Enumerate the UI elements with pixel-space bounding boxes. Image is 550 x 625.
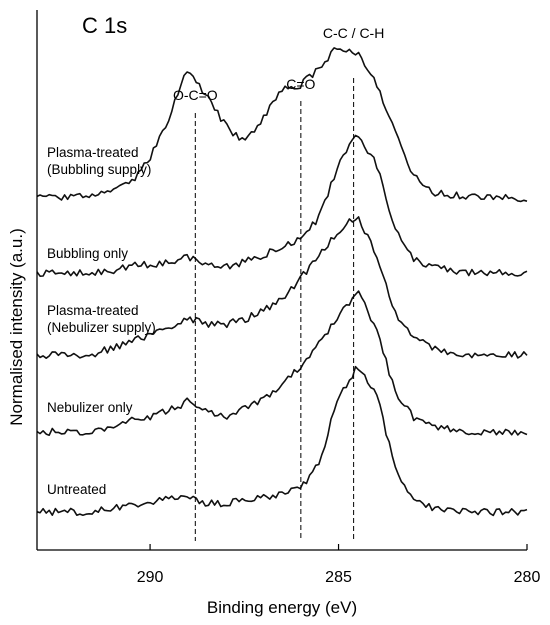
series-label-5: Untreated bbox=[47, 482, 106, 497]
x-tick-label-2: 285 bbox=[325, 569, 352, 586]
x-tick-label-1: 290 bbox=[137, 569, 164, 586]
x-axis-title: Binding energy (eV) bbox=[207, 598, 357, 617]
series-label-3: Plasma-treated (Nebulizer supply) bbox=[47, 303, 156, 335]
peak-label-1: O-C=O bbox=[173, 87, 218, 103]
series-line-2 bbox=[36, 134, 528, 277]
series-label-4: Nebulizer only bbox=[47, 400, 133, 415]
series-label-1: Plasma-treated (Bubbling supply) bbox=[47, 145, 151, 177]
peak-label-2: C=O bbox=[286, 76, 315, 92]
plot-area: Plasma-treated (Bubbling supply) Bubbling … bbox=[36, 25, 528, 541]
series-line-5 bbox=[36, 365, 528, 517]
series-line-3 bbox=[36, 216, 528, 359]
x-ticks: 290 285 280 bbox=[137, 544, 541, 586]
series-label-2: Bubbling only bbox=[47, 246, 128, 261]
series-line-4 bbox=[36, 290, 528, 436]
x-tick-label-3: 280 bbox=[514, 569, 541, 586]
chart-title: C 1s bbox=[82, 13, 127, 38]
series-line-1 bbox=[36, 47, 528, 203]
peak-label-3: C-C / C-H bbox=[323, 25, 384, 41]
y-axis-title: Normalised intensity (a.u.) bbox=[7, 228, 26, 425]
